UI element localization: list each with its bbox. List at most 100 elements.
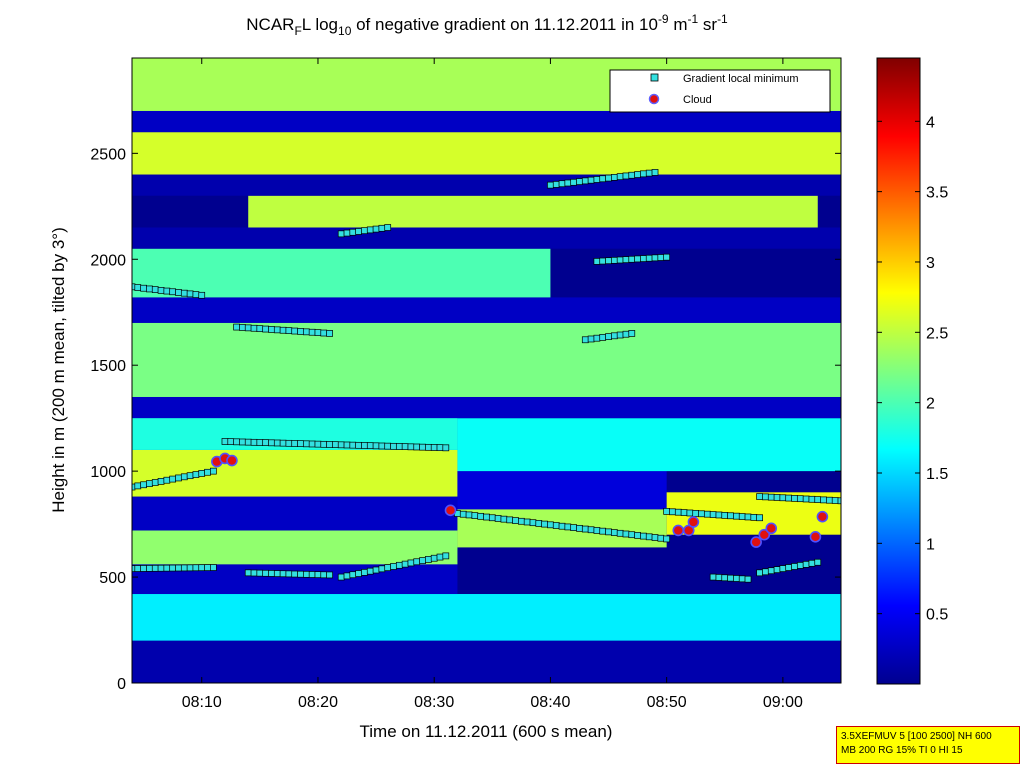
colorbar-tick-label: 3 xyxy=(926,255,935,272)
gradient-min-marker xyxy=(709,573,717,581)
gradient-min-marker xyxy=(221,438,229,445)
gradient-min-marker xyxy=(268,326,275,333)
gradient-min-marker xyxy=(663,253,671,261)
gradient-min-marker xyxy=(314,329,322,336)
gradient-min-marker xyxy=(285,439,293,447)
gradient-min-marker xyxy=(465,511,473,519)
gradient-min-marker xyxy=(186,290,194,298)
gradient-min-marker xyxy=(361,227,368,235)
legend-marker-gradient-min xyxy=(650,73,659,82)
colorbar-tick-label: 4 xyxy=(926,114,935,131)
gradient-min-marker xyxy=(500,515,508,523)
gradient-min-marker xyxy=(686,509,694,517)
colorbar-tick-label: 2.5 xyxy=(926,325,948,342)
gradient-min-marker xyxy=(151,479,159,486)
gradient-min-marker xyxy=(192,471,200,478)
gradient-min-marker xyxy=(663,535,671,543)
gradient-min-marker xyxy=(622,256,630,263)
gradient-min-marker xyxy=(738,513,746,520)
gradient-min-marker xyxy=(419,557,426,564)
gradient-min-marker xyxy=(268,570,275,577)
colorbar-tick-label: 3.5 xyxy=(926,185,948,202)
gradient-min-marker xyxy=(715,574,723,581)
gradient-min-marker xyxy=(796,495,804,503)
gradient-min-marker xyxy=(273,570,281,577)
gradient-min-marker xyxy=(163,287,171,295)
gradient-min-marker xyxy=(558,522,566,530)
data-markers xyxy=(132,169,841,583)
gradient-min-marker xyxy=(773,566,781,574)
gradient-min-marker xyxy=(558,180,566,188)
gradient-min-marker xyxy=(605,528,612,536)
gradient-min-marker xyxy=(268,439,275,447)
gradient-min-marker xyxy=(291,440,299,447)
gradient-min-marker xyxy=(779,565,787,572)
gradient-min-marker xyxy=(332,441,339,449)
gradient-min-marker xyxy=(611,256,618,264)
gradient-min-marker xyxy=(198,470,206,477)
gradient-min-marker xyxy=(320,329,328,337)
gradient-min-marker xyxy=(401,560,409,568)
gradient-min-marker xyxy=(814,496,822,503)
gradient-min-marker xyxy=(622,530,630,538)
gradient-min-marker xyxy=(587,335,595,343)
gradient-min-marker xyxy=(308,328,316,336)
gradient-min-marker xyxy=(564,523,572,531)
gradient-min-marker xyxy=(767,493,775,501)
gradient-min-marker xyxy=(210,467,217,475)
gradient-min-marker xyxy=(837,497,841,505)
heatmap-layer xyxy=(132,248,551,298)
gradient-min-marker xyxy=(703,510,711,518)
gradient-min-marker xyxy=(762,568,769,576)
gradient-min-marker xyxy=(314,571,322,578)
gradient-min-marker xyxy=(250,569,258,577)
gradient-min-marker xyxy=(326,441,333,448)
gradient-min-marker xyxy=(663,508,671,515)
gradient-min-marker xyxy=(814,558,822,566)
x-tick-label: 08:50 xyxy=(647,694,687,711)
gradient-min-marker xyxy=(285,327,293,334)
gradient-min-marker xyxy=(645,169,653,177)
gradient-min-marker xyxy=(337,230,345,238)
heatmap-layer xyxy=(132,174,841,196)
gradient-min-marker xyxy=(785,564,793,571)
gradient-min-marker xyxy=(616,331,624,339)
heatmap-layer xyxy=(132,322,841,397)
gradient-min-marker xyxy=(494,515,502,522)
gradient-min-marker xyxy=(401,443,409,451)
heatmap-layer xyxy=(132,396,841,419)
gradient-min-marker xyxy=(273,326,281,334)
heatmap-layer xyxy=(132,297,841,323)
gradient-min-marker xyxy=(750,513,758,521)
y-tick-label: 500 xyxy=(99,570,126,587)
gradient-min-marker xyxy=(628,255,636,263)
colorbar-gradient xyxy=(876,57,921,685)
gradient-min-marker xyxy=(791,563,798,570)
heatmap-layer xyxy=(457,471,667,510)
x-tick-label: 08:40 xyxy=(530,694,570,711)
gradient-min-marker xyxy=(733,575,740,582)
gradient-min-marker xyxy=(157,286,165,294)
processing-info-box: 3.5XEFMUV 5 [100 2500] NH 600 MB 200 RG … xyxy=(836,726,1020,764)
gradient-min-marker xyxy=(616,256,624,264)
gradient-min-marker xyxy=(430,444,438,451)
gradient-min-marker xyxy=(244,569,252,577)
cloud-marker xyxy=(758,528,771,541)
gradient-min-marker xyxy=(622,330,630,338)
gradient-min-marker xyxy=(279,326,287,334)
colorbar-tick-label: 1.5 xyxy=(926,466,948,483)
gradient-min-marker xyxy=(605,174,612,182)
gradient-min-marker xyxy=(634,255,641,263)
legend-box xyxy=(609,69,831,113)
gradient-min-marker xyxy=(180,473,188,481)
gradient-min-marker xyxy=(291,570,299,578)
gradient-min-marker xyxy=(581,336,589,344)
gradient-min-marker xyxy=(791,495,798,502)
gradient-min-marker xyxy=(186,472,194,480)
cloud-marker xyxy=(687,516,700,528)
gradient-min-marker xyxy=(378,224,386,232)
gradient-min-marker xyxy=(140,481,147,489)
gradient-min-marker xyxy=(599,175,607,183)
gradient-min-marker xyxy=(796,562,804,569)
gradient-min-marker xyxy=(186,564,194,572)
